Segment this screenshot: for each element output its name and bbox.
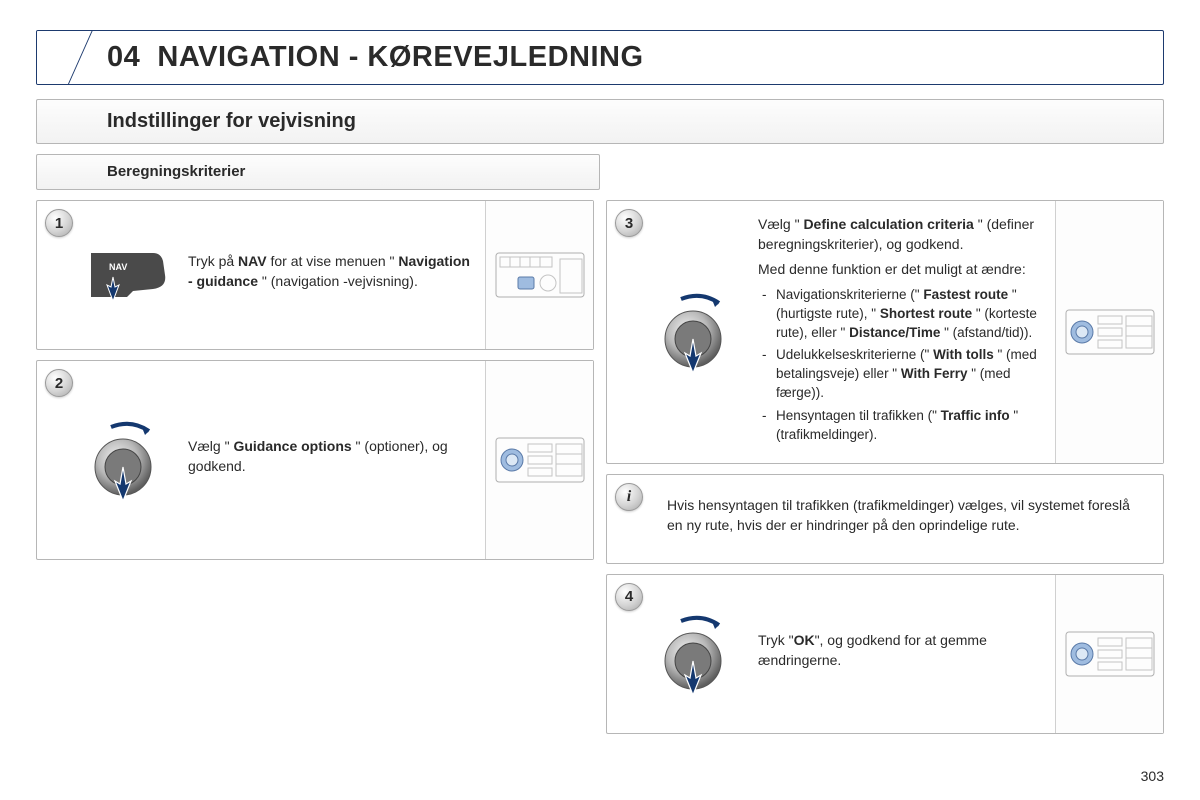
page-number: 303 (1141, 768, 1164, 784)
device-thumb-dial (1055, 201, 1163, 463)
chapter-header: 04 NAVIGATION - KØREVEJLEDNING (36, 30, 1164, 85)
bullet-nav-criteria: Navigationskriterierne (" Fastest route … (758, 286, 1047, 343)
info-box: i Hvis hensyntagen til trafikken (trafik… (606, 474, 1164, 564)
step-2-text: Vælg " Guidance options " (optioner), og… (182, 361, 485, 559)
step-2: 2 (36, 360, 594, 560)
chapter-title: NAVIGATION - KØREVEJLEDNING (157, 41, 643, 73)
step-badge: 4 (615, 583, 643, 611)
dial-icon (607, 201, 752, 463)
step-4-text: Tryk "OK", og godkend for at gemme ændri… (752, 575, 1055, 733)
section-title: Indstillinger for vejvisning (107, 110, 356, 132)
device-thumb-dial (1055, 575, 1163, 733)
subsection-title: Beregningskriterier (107, 163, 245, 180)
bullet-exclusion-criteria: Udelukkelseskriterierne (" With tolls " … (758, 346, 1047, 403)
step-badge: 3 (615, 209, 643, 237)
step-3: 3 (606, 200, 1164, 464)
info-badge: i (615, 483, 643, 511)
chapter-number: 04 (107, 41, 140, 73)
svg-text:NAV: NAV (109, 262, 127, 272)
step-badge: 2 (45, 369, 73, 397)
step-4: 4 (606, 574, 1164, 734)
info-text: Hvis hensyntagen til trafikken (trafikme… (607, 475, 1163, 563)
device-thumb-nav (485, 201, 593, 349)
step-1: 1 NAV Tryk på NAV for at vise menuen " N… (36, 200, 594, 350)
step-1-text: Tryk på NAV for at vise menuen " Navigat… (182, 201, 485, 349)
section-header: Indstillinger for vejvisning (36, 99, 1164, 144)
step-3-text: Vælg " Define calculation criteria " (de… (752, 201, 1055, 463)
step-badge: 1 (45, 209, 73, 237)
device-thumb-dial (485, 361, 593, 559)
bullet-traffic: Hensyntagen til trafikken (" Traffic inf… (758, 407, 1047, 445)
subsection-header: Beregningskriterier (36, 154, 600, 190)
